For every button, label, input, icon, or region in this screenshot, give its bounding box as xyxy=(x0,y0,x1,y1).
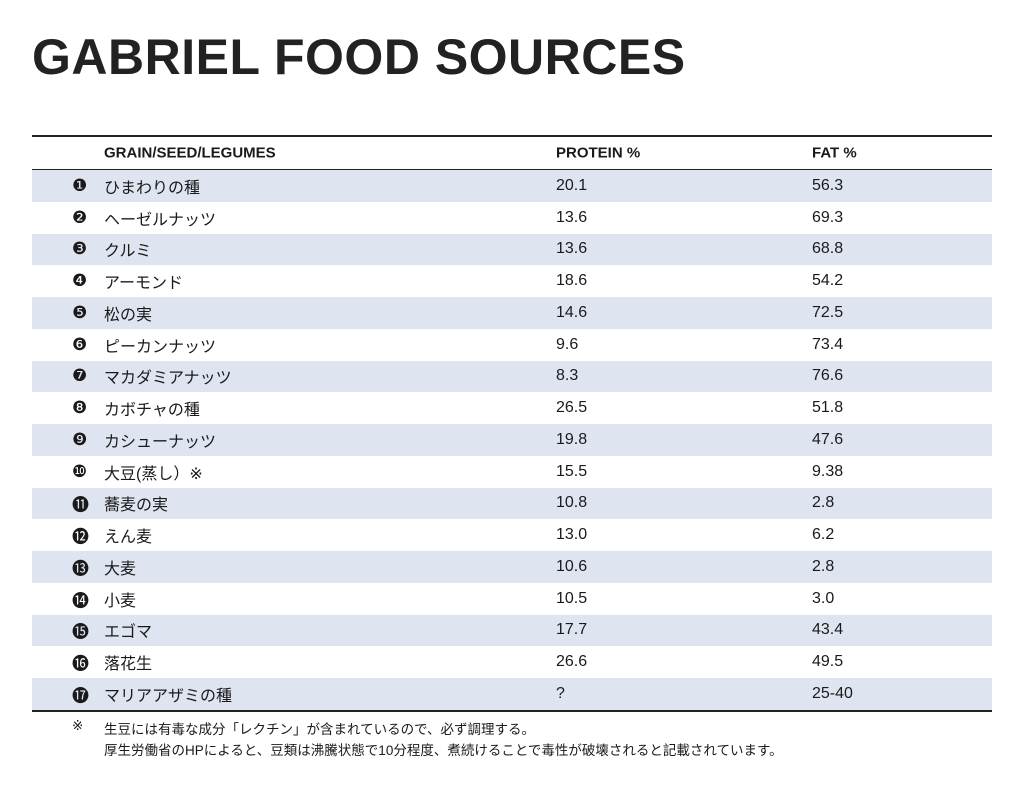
table-row: ⓯ エゴマ 17.7 43.4 xyxy=(32,614,992,647)
row-number: ❸ xyxy=(72,239,88,259)
protein: 10.6 xyxy=(556,557,588,575)
row-number: ⓬ xyxy=(72,527,89,547)
row-number: ❿ xyxy=(72,461,88,481)
footnote-line: 厚生労働省のHPによると、豆類は沸騰状態で10分程度、煮続けることで毒性が破壊さ… xyxy=(104,743,783,758)
fat: 49.5 xyxy=(812,653,844,671)
fat: 76.6 xyxy=(812,367,844,385)
protein: 20.1 xyxy=(556,176,588,194)
item-name: クルミ xyxy=(104,243,152,261)
row-number: ⓰ xyxy=(72,654,89,674)
item-name: 大麦 xyxy=(104,560,137,578)
row-number: ❼ xyxy=(72,366,88,386)
item-name: ひまわりの種 xyxy=(104,179,201,197)
protein: 19.8 xyxy=(556,430,588,448)
row-number: ❶ xyxy=(72,175,88,195)
item-name: エゴマ xyxy=(104,624,153,642)
row-number: ⓫ xyxy=(72,495,89,515)
protein: ? xyxy=(556,684,565,702)
table-row: ❷ ヘーゼルナッツ 13.6 69.3 xyxy=(32,202,992,234)
table-row: ⓫ 蕎麦の実 10.8 2.8 xyxy=(32,487,992,520)
table-row: ⓱ マリアアザミの種? 25-40 xyxy=(32,678,992,710)
fat: 69.3 xyxy=(812,208,844,226)
item-name: マリアアザミの種 xyxy=(104,687,233,705)
row-number: ❹ xyxy=(72,271,88,291)
title: GABRIEL FOOD SOURCES xyxy=(32,29,686,85)
row-number: ⓯ xyxy=(72,622,89,642)
table-row: ⓮ 小麦 10.5 3.0 xyxy=(32,583,992,615)
protein: 10.8 xyxy=(556,494,588,512)
protein: 13.6 xyxy=(556,208,588,226)
fat: 6.2 xyxy=(812,526,835,544)
column-header: GRAIN/SEED/LEGUMES xyxy=(104,144,276,162)
item-name: えん麦 xyxy=(104,529,153,547)
fat: 9.38 xyxy=(812,462,844,480)
protein: 15.5 xyxy=(556,462,588,480)
fat: 2.8 xyxy=(812,557,835,575)
item-name: 小麦 xyxy=(104,592,137,610)
item-name: ヘーゼルナッツ xyxy=(104,211,217,229)
protein: 18.6 xyxy=(556,272,588,290)
footnote-line: 生豆には有毒な成分「レクチン」が含まれているので、必ず調理する。 xyxy=(104,722,536,737)
row-number: ❷ xyxy=(72,207,88,227)
protein: 13.0 xyxy=(556,526,588,544)
protein: 26.6 xyxy=(556,653,588,671)
fat: 68.8 xyxy=(812,240,844,258)
table-row: ⓭ 大麦 10.6 2.8 xyxy=(32,551,992,583)
protein: 26.5 xyxy=(556,399,588,417)
fat: 51.8 xyxy=(812,399,844,417)
item-name: カボチャの種 xyxy=(104,402,200,420)
row-number: ⓮ xyxy=(72,591,89,611)
protein: 9.6 xyxy=(556,335,579,353)
fat: 25-40 xyxy=(812,684,853,702)
row-number: ❺ xyxy=(72,302,88,322)
table-row: ❺ 松の実 14.6 72.5 xyxy=(32,297,992,329)
protein: 17.7 xyxy=(556,621,588,639)
fat: 56.3 xyxy=(812,176,844,194)
table-row: ❼ マカダミアナッツ 8.3 76.6 xyxy=(32,360,992,393)
fat: 47.6 xyxy=(812,430,844,448)
table-row: ❶ ひまわりの種 20.1 56.3 xyxy=(32,170,992,202)
item-name: 松の実 xyxy=(104,306,153,324)
row-number: ❽ xyxy=(72,398,88,418)
row-number: ❻ xyxy=(72,334,88,354)
table-row: ❻ ピーカンナッツ 9.6 73.4 xyxy=(32,329,992,361)
table-row: ❸ クルミ 13.6 68.8 xyxy=(32,233,992,266)
fat: 2.8 xyxy=(812,494,835,512)
item-name: カシューナッツ xyxy=(104,433,217,451)
fat: 3.0 xyxy=(812,589,835,607)
item-name: マカダミアナッツ xyxy=(104,370,232,388)
protein: 10.5 xyxy=(556,589,588,607)
protein: 14.6 xyxy=(556,303,588,321)
table: GRAIN/SEED/LEGUMES PROTEIN % FAT % ❶ ひまわり… xyxy=(32,135,992,712)
table-row: ❾ カシューナッツ 19.8 47.6 xyxy=(32,424,992,456)
item-name: 蕎麦の実 xyxy=(104,497,169,515)
row-number: ❾ xyxy=(72,429,88,449)
protein: 8.3 xyxy=(556,367,579,385)
fat: 54.2 xyxy=(812,272,844,290)
column-header: FAT % xyxy=(812,144,857,162)
header-row: GRAIN/SEED/LEGUMES PROTEIN % FAT % xyxy=(32,137,992,170)
fat: 43.4 xyxy=(812,621,844,639)
protein: 13.6 xyxy=(556,240,588,258)
fat: 73.4 xyxy=(812,335,844,353)
item-name: 大豆(蒸し）※ xyxy=(104,465,203,483)
column-header: PROTEIN % xyxy=(556,144,641,162)
table-row: ❹ アーモンド 18.6 54.2 xyxy=(32,265,992,297)
item-name: ピーカンナッツ xyxy=(104,338,217,356)
table-row: ❿ 大豆(蒸し）※ 15.5 9.38 xyxy=(32,456,992,488)
row-number: ⓱ xyxy=(72,686,89,706)
item-name: アーモンド xyxy=(104,275,184,293)
row-number: ⓭ xyxy=(72,559,89,579)
table-row: ❽ カボチャの種 26.5 51.8 xyxy=(32,392,992,424)
footnote-mark: ※ xyxy=(72,718,84,733)
table-row: ⓰ 落花生 26.6 49.5 xyxy=(32,646,992,678)
fat: 72.5 xyxy=(812,303,844,321)
item-name: 落花生 xyxy=(104,656,153,674)
table-row: ⓬ えん麦 13.0 6.2 xyxy=(32,519,992,551)
